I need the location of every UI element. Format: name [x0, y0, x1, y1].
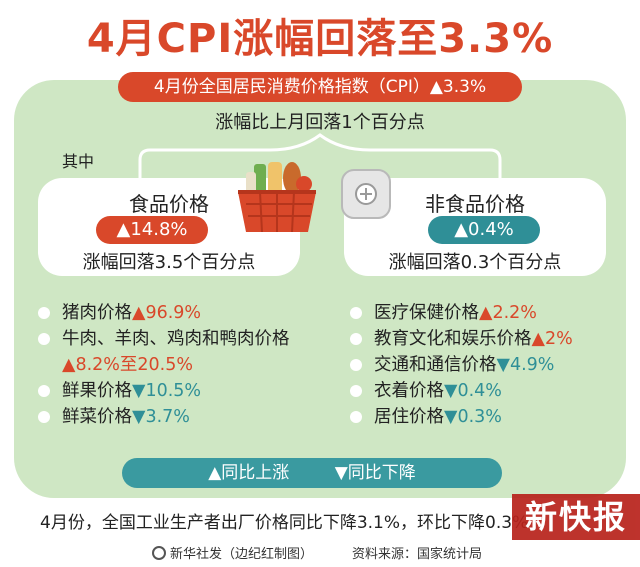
nonfood-items-list: 医疗保健价格▲2.2% 教育文化和娱乐价格▲2% 交通和通信价格▼4.9% 衣着…: [350, 300, 630, 430]
item-value: ▲96.9%: [132, 303, 202, 323]
xinhua-logo-icon: [152, 546, 166, 560]
food-card-badge: ▲14.8%: [96, 216, 208, 244]
credit-left-text: 新华社发（边纪红制图）: [170, 547, 314, 562]
bullet-dot-icon: [350, 359, 362, 371]
nonfood-card-note: 涨幅回落0.3个百分点: [388, 252, 562, 273]
list-item: 鲜果价格▼10.5%: [38, 378, 338, 404]
food-basket-icon: [238, 162, 316, 233]
bullet-dot-icon: [38, 411, 50, 423]
bullet-dot-icon: [350, 385, 362, 397]
item-value: ▼4.9%: [496, 355, 555, 375]
bullet-dot-icon: [350, 411, 362, 423]
list-item: 居住价格▼0.3%: [350, 404, 630, 430]
legend-down: ▼同比下降: [334, 463, 416, 483]
bullet-dot-icon: [350, 307, 362, 319]
page-title: 4月CPI涨幅回落至3.3%: [86, 16, 554, 62]
legend-bar: ▲同比上涨 ▼同比下降: [122, 458, 502, 488]
food-items-list: 猪肉价格▲96.9% 牛肉、羊肉、鸡肉和鸭肉价格 ▲8.2%至20.5% 鲜果价…: [38, 300, 338, 430]
bracket-connector: [138, 133, 502, 178]
nonfood-card-title: 非食品价格: [425, 192, 525, 216]
item-label: 鲜菜价格: [62, 407, 132, 427]
bullet-dot-icon: [38, 385, 50, 397]
list-item: 医疗保健价格▲2.2%: [350, 300, 630, 326]
safe-box-icon: [341, 169, 391, 219]
item-label: 交通和通信价格: [374, 355, 497, 375]
list-item: 衣着价格▼0.4%: [350, 378, 630, 404]
content-panel: [14, 80, 626, 498]
cpi-headline-pill: 4月份全国居民消费价格指数（CPI）▲3.3%: [118, 72, 522, 102]
bullet-dot-icon: [38, 333, 50, 345]
item-value: ▲2%: [531, 329, 573, 349]
list-item: 猪肉价格▲96.9%: [38, 300, 338, 326]
credit-source-agency: 新华社发（边纪红制图）: [152, 543, 313, 562]
footer-note: 4月份，全国工业生产者出厂价格同比下降3.1%，环比下降0.3%: [40, 513, 529, 533]
item-label: 牛肉、羊肉、鸡肉和鸭肉价格: [62, 329, 290, 349]
item-label: 医疗保健价格: [374, 303, 479, 323]
qizhong-label: 其中: [62, 152, 95, 171]
cpi-subtitle: 涨幅比上月回落1个百分点: [215, 112, 425, 133]
item-value: ▼3.7%: [132, 407, 190, 427]
bullet-dot-icon: [38, 307, 50, 319]
watermark-logo: 新快报: [512, 494, 640, 540]
list-item: 牛肉、羊肉、鸡肉和鸭肉价格 ▲8.2%至20.5%: [38, 326, 338, 378]
food-card-title: 食品价格: [129, 192, 209, 216]
item-value: ▲2.2%: [479, 303, 537, 323]
item-value: ▼0.4%: [444, 381, 502, 401]
nonfood-card-badge: ▲0.4%: [428, 216, 540, 244]
item-value: ▲8.2%至20.5%: [62, 355, 194, 375]
food-card-note: 涨幅回落3.5个百分点: [82, 252, 256, 273]
list-item: 交通和通信价格▼4.9%: [350, 352, 630, 378]
list-item: 教育文化和娱乐价格▲2%: [350, 326, 630, 352]
list-item: 鲜菜价格▼3.7%: [38, 404, 338, 430]
item-value: ▼10.5%: [132, 381, 202, 401]
bullet-dot-icon: [350, 333, 362, 345]
credit-data-source: 资料来源：国家统计局: [352, 547, 483, 562]
item-label: 猪肉价格: [62, 303, 132, 323]
nonfood-price-card: 非食品价格 ▲0.4% 涨幅回落0.3个百分点: [344, 178, 606, 276]
legend-up: ▲同比上涨: [208, 463, 290, 483]
item-label: 教育文化和娱乐价格: [374, 329, 532, 349]
item-label: 衣着价格: [374, 381, 444, 401]
item-label: 居住价格: [374, 407, 444, 427]
item-label: 鲜果价格: [62, 381, 132, 401]
item-value: ▼0.3%: [444, 407, 502, 427]
